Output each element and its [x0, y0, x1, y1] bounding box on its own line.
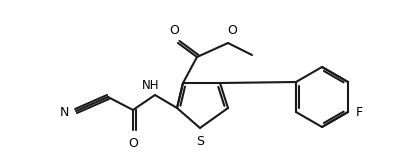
Text: O: O [227, 24, 237, 37]
Text: O: O [128, 137, 138, 150]
Text: F: F [356, 105, 363, 119]
Text: NH: NH [142, 79, 160, 92]
Text: N: N [60, 105, 69, 119]
Text: S: S [196, 135, 204, 148]
Text: O: O [169, 24, 179, 37]
